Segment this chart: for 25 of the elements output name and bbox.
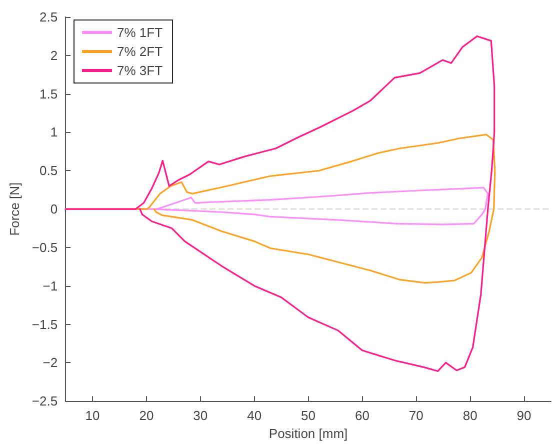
x-tick-label: 70	[408, 408, 424, 424]
x-tick-label: 90	[516, 408, 532, 424]
y-tick-label: 0.5	[39, 163, 58, 178]
x-tick-label: 20	[139, 408, 154, 424]
y-axis-title: Force [N]	[7, 182, 22, 236]
y-tick-label: 1.5	[39, 86, 58, 102]
legend-label: 7% 2FT	[117, 44, 163, 59]
legend-label: 7% 3FT	[117, 63, 163, 78]
x-tick-label: 40	[247, 408, 262, 424]
y-tick-label: −0.5	[32, 240, 58, 255]
y-tick-label: −2.5	[32, 394, 58, 409]
x-tick-label: 60	[354, 408, 370, 424]
y-tick-label: 2.5	[39, 10, 58, 24]
legend-label: 7% 1FT	[117, 25, 163, 40]
x-tick-label: 30	[193, 408, 208, 424]
y-tick-label: 1	[50, 124, 58, 140]
x-axis-title: Position [mm]	[268, 426, 348, 441]
y-tick-label: 2	[50, 48, 58, 63]
y-tick-label: −2	[42, 355, 58, 370]
x-tick-label: 50	[301, 408, 316, 424]
x-tick-label: 10	[85, 408, 100, 424]
x-tick-label: 80	[462, 408, 478, 424]
y-tick-label: −1.5	[32, 316, 58, 332]
y-tick-label: −1	[42, 278, 58, 294]
y-tick-label: 0	[50, 202, 58, 217]
